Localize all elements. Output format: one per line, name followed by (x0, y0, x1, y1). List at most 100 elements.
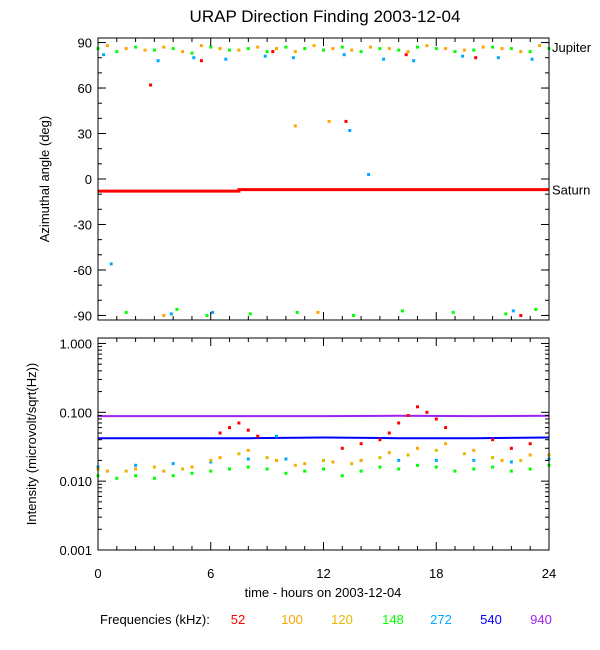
data-point (340, 446, 344, 450)
series-148 (96, 45, 551, 55)
data-point (504, 312, 508, 316)
data-point (534, 307, 538, 311)
data-point (149, 83, 153, 87)
data-point (134, 467, 138, 471)
planet-annotations: Jupiter Saturn (552, 40, 592, 198)
intensity-marks (96, 405, 551, 480)
data-point (359, 50, 363, 54)
data-point (406, 453, 410, 457)
series-52 (149, 50, 523, 317)
data-point (342, 53, 346, 57)
azimuth-plot-frame (97, 37, 550, 321)
data-point (462, 48, 466, 52)
data-point (152, 476, 156, 480)
data-point (472, 48, 476, 52)
data-point (509, 469, 513, 473)
data-point (303, 469, 307, 473)
y-tick-label: 30 (78, 127, 92, 142)
series-52 (218, 405, 532, 450)
intensity-plot-frame (97, 337, 550, 551)
y-tick-label: 1.000 (59, 336, 92, 351)
data-point (519, 314, 523, 317)
data-point (199, 59, 203, 63)
data-point (331, 460, 335, 464)
data-point (248, 312, 252, 316)
data-point (109, 262, 113, 266)
x-axis-tick-labels: 0 6 12 18 24 (94, 566, 556, 581)
data-point (293, 463, 297, 467)
data-point (404, 53, 408, 57)
series-148 (124, 307, 538, 317)
series-272 (102, 53, 534, 63)
y-tick-label: -90 (73, 308, 92, 323)
x-axis-label: time - hours on 2003-12-04 (245, 585, 402, 600)
data-point (496, 56, 500, 60)
data-point (192, 56, 196, 60)
legend-entry-272: 272 (430, 612, 452, 627)
data-point (472, 448, 476, 452)
data-point (434, 458, 438, 462)
data-point (181, 50, 185, 54)
data-point (246, 47, 250, 51)
data-point (530, 57, 534, 61)
x-tick-label: 18 (429, 566, 443, 581)
series-272 (109, 129, 515, 316)
legend-entry-940: 940 (530, 612, 552, 627)
data-point (218, 47, 222, 51)
data-point (115, 476, 119, 480)
data-point (451, 310, 455, 314)
series-line-Saturn (98, 188, 549, 193)
data-point (474, 56, 478, 60)
data-point (538, 44, 542, 48)
y-tick-label: 90 (78, 36, 92, 51)
annotation-saturn: Saturn (552, 183, 590, 198)
series-100 (105, 44, 542, 54)
data-point (256, 434, 260, 438)
data-point (162, 314, 166, 317)
data-point (397, 48, 401, 52)
data-point (425, 410, 429, 414)
data-point (444, 426, 448, 430)
data-point (387, 451, 391, 455)
data-point (152, 465, 156, 469)
data-point (275, 434, 278, 438)
data-point (340, 45, 344, 49)
data-point (316, 310, 320, 314)
data-point (481, 45, 485, 49)
data-point (444, 47, 448, 51)
data-point (105, 44, 109, 48)
data-point (511, 309, 515, 313)
data-point (519, 50, 523, 54)
data-point (322, 458, 325, 462)
data-point (265, 50, 269, 54)
data-point (340, 474, 344, 478)
data-point (397, 467, 401, 471)
data-point (416, 446, 419, 450)
data-point (434, 47, 438, 51)
data-point (444, 442, 448, 446)
y-tick-label: 0.100 (59, 405, 92, 420)
data-point (434, 417, 438, 421)
x-tick-label: 24 (542, 566, 556, 581)
azimuth-y-axis-label: Azimuthal angle (deg) (37, 116, 52, 242)
data-point (397, 421, 401, 425)
data-point (519, 458, 523, 462)
data-point (218, 431, 222, 435)
series-272 (96, 434, 551, 469)
data-point (237, 421, 241, 425)
data-point (348, 129, 352, 132)
data-point (509, 47, 513, 51)
data-point (181, 467, 185, 471)
data-point (228, 426, 231, 430)
data-point (162, 469, 166, 473)
data-point (416, 45, 419, 49)
data-point (472, 458, 476, 462)
data-point (102, 53, 106, 57)
data-point (528, 467, 532, 471)
data-point (303, 47, 307, 51)
data-point (327, 119, 331, 123)
x-tick-label: 12 (316, 566, 330, 581)
data-point (312, 44, 316, 48)
data-point (293, 124, 297, 128)
data-point (352, 314, 356, 317)
